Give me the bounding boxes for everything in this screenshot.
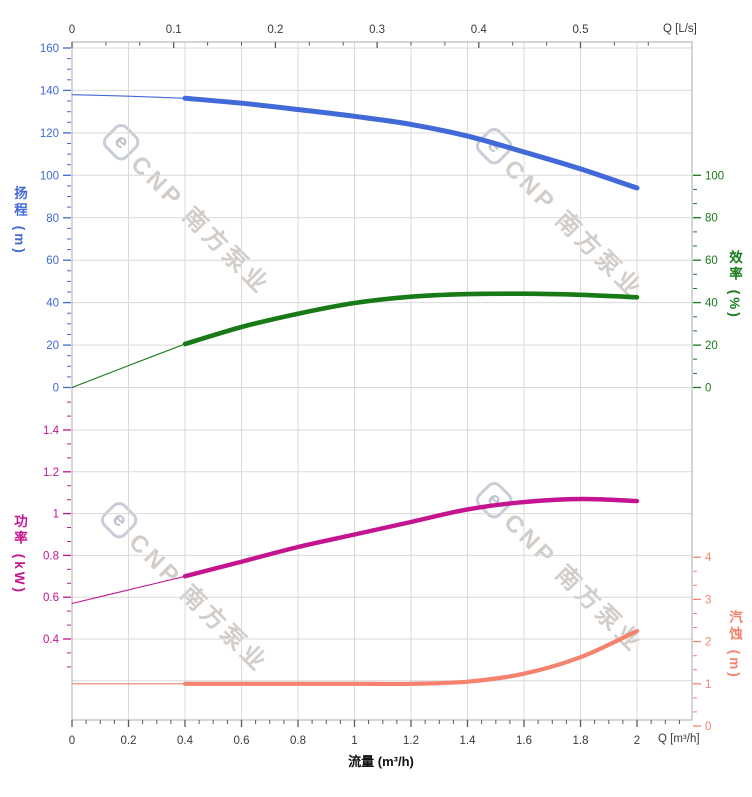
tick-label-power: 0.4	[43, 634, 60, 646]
tick-label-head: 20	[46, 340, 59, 352]
tick-label-bottom: 0	[69, 735, 75, 747]
tick-label-efficiency: 60	[705, 255, 718, 267]
top-axis-title: Q [L/s]	[663, 23, 697, 35]
tick-label-npsh: 2	[705, 637, 711, 649]
power-axis-title: 功率 (kW)	[12, 514, 27, 595]
curve-npsh	[182, 628, 640, 687]
tick-label-bottom: 1.4	[460, 735, 477, 747]
tick-label-efficiency: 20	[705, 340, 718, 352]
tick-label-efficiency: 80	[705, 213, 718, 225]
curve-power-thin	[71, 575, 186, 605]
tick-label-power: 1	[53, 509, 59, 521]
tick-label-top: 0.1	[166, 24, 182, 36]
tick-label-efficiency: 40	[705, 298, 718, 310]
tick-label-npsh: 0	[705, 721, 711, 733]
curve-head-thin	[71, 94, 186, 99]
head-axis-title: 扬程 (m)	[12, 186, 27, 256]
tick-label-power: 0.8	[43, 550, 59, 562]
tick-label-efficiency: 0	[705, 383, 711, 395]
tick-label-npsh: 4	[705, 552, 712, 564]
curve-efficiency	[182, 291, 640, 347]
tick-label-top: 0.2	[267, 24, 283, 36]
efficiency-axis-title: 效率 (%)	[727, 250, 742, 320]
tick-label-head: 140	[40, 85, 59, 97]
curve-power	[182, 496, 640, 579]
tick-label-power: 1.2	[43, 467, 59, 479]
tick-label-bottom: 1.2	[403, 735, 419, 747]
tick-label-bottom: 0.6	[234, 735, 250, 747]
tick-label-bottom: 2	[634, 735, 640, 747]
tick-label-head: 40	[46, 298, 59, 310]
plot-frame	[71, 41, 693, 721]
tick-label-efficiency: 100	[705, 170, 724, 182]
tick-label-bottom: 1.8	[573, 735, 589, 747]
tick-label-top: 0.3	[369, 24, 385, 36]
tick-label-head: 60	[46, 255, 59, 267]
curve-efficiency-thin	[71, 343, 186, 389]
tick-label-power: 0.6	[43, 592, 59, 604]
tick-label-head: 120	[40, 128, 59, 140]
curve-head	[182, 95, 640, 191]
tick-label-head: 0	[53, 383, 59, 395]
tick-label-top: 0.5	[573, 24, 589, 36]
tick-label-top: 0.4	[471, 24, 488, 36]
tick-label-npsh: 1	[705, 679, 711, 691]
tick-label-top: 0	[69, 24, 75, 36]
tick-label-bottom: 0.8	[290, 735, 306, 747]
tick-label-npsh: 3	[705, 594, 711, 606]
bottom-axis-title: Q [m³/h]	[658, 733, 700, 745]
tick-label-head: 100	[40, 170, 59, 182]
tick-label-bottom: 1.6	[516, 735, 532, 747]
tick-label-power: 1.4	[43, 425, 60, 437]
tick-label-head: 160	[40, 43, 59, 55]
tick-label-bottom: 0.2	[121, 735, 137, 747]
tick-label-head: 80	[46, 213, 59, 225]
npsh-axis-title: 汽蚀 (m)	[727, 610, 742, 680]
tick-label-bottom: 1	[351, 735, 357, 747]
tick-label-bottom: 0.4	[177, 735, 194, 747]
flow-axis-label: 流量 (m³/h)	[348, 754, 414, 769]
